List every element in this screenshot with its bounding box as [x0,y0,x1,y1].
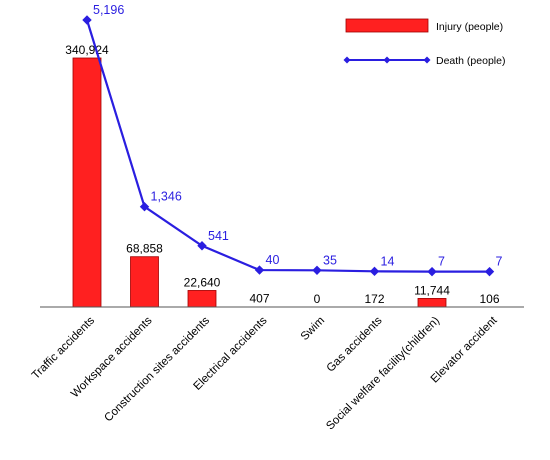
injury-value-label: 0 [314,292,321,306]
death-value-label: 7 [496,255,503,269]
legend: Injury (people) Death (people) [343,18,505,67]
injury-bar [130,256,159,308]
death-marker [427,266,437,277]
x-tick-label: Gas accidents [325,314,385,374]
legend-death-marker [343,56,351,64]
death-series-line [85,19,490,273]
injury-value-label: 106 [479,292,499,306]
death-value-label: 35 [323,253,337,267]
legend-death-label: Death (people) [436,55,505,67]
injury-value-label: 68,858 [126,242,163,256]
death-marker [484,266,495,277]
death-value-label: 14 [381,254,395,268]
death-marker [369,266,380,277]
injury-bar [187,290,217,308]
x-tick-label: Traffic accidents [30,314,97,381]
death-labels: 5,196 1,346 541 40 35 14 7 7 [93,3,503,269]
death-line [82,15,495,277]
injury-value-label: 407 [249,292,269,306]
death-marker [139,202,150,212]
x-tick-label: Social welfare facility(children) [324,315,442,433]
death-value-label: 40 [266,253,280,267]
x-tick-label: Swim [299,315,327,343]
death-marker [197,241,207,251]
x-tick-label: Construction sites accidents [102,314,212,424]
death-value-label: 5,196 [93,3,124,17]
legend-death-marker [383,56,391,64]
injury-value-label: 11,744 [414,283,450,297]
legend-injury-label: Injury (people) [436,21,503,33]
legend-injury-swatch [345,18,429,33]
injury-value-label: 340,924 [65,43,109,57]
injury-bar [417,298,447,308]
injury-bar [72,57,102,308]
death-value-label: 7 [438,255,445,269]
injury-value-label: 22,640 [184,275,221,289]
death-value-label: 541 [208,229,229,243]
death-marker [82,15,92,25]
injury-bars [72,57,447,308]
injury-value-label: 172 [364,292,384,306]
death-marker [312,265,322,276]
death-value-label: 1,346 [151,190,182,204]
legend-death-marker [423,56,431,64]
death-marker [254,265,265,275]
